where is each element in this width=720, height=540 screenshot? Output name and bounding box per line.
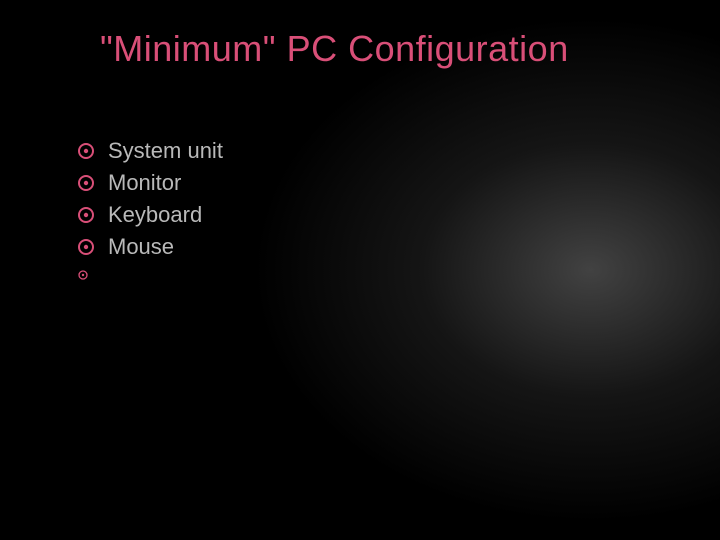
list-item-label: Mouse	[108, 234, 174, 260]
list-item-empty	[78, 270, 223, 280]
bullet-icon	[78, 207, 94, 223]
slide: "Minimum" PC Configuration System unit M…	[0, 0, 720, 540]
slide-title: "Minimum" PC Configuration	[100, 28, 569, 70]
bullet-icon-small	[78, 270, 88, 280]
list-item: Mouse	[78, 234, 223, 260]
bullet-icon	[78, 143, 94, 159]
list-item: Keyboard	[78, 202, 223, 228]
bullet-list: System unit Monitor Keyboard	[78, 138, 223, 286]
bullet-icon	[78, 239, 94, 255]
list-item-label: System unit	[108, 138, 223, 164]
list-item-label: Monitor	[108, 170, 181, 196]
list-item: System unit	[78, 138, 223, 164]
list-item-label: Keyboard	[108, 202, 202, 228]
bullet-icon	[78, 175, 94, 191]
list-item: Monitor	[78, 170, 223, 196]
